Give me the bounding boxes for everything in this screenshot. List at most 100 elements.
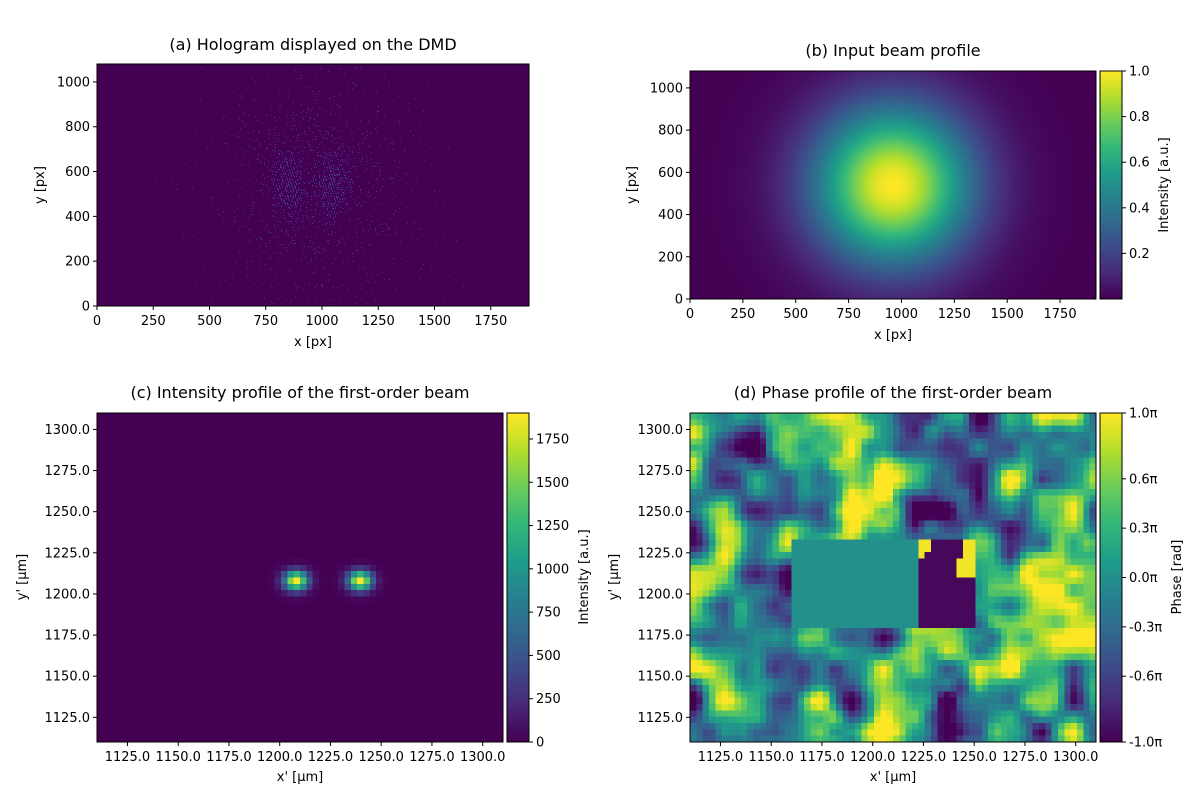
y-tick-label: 0.3π xyxy=(1129,522,1158,537)
y-tick-label: 0 xyxy=(675,293,683,308)
x-tick-label: 750 xyxy=(836,307,861,322)
y-tick-label: 500 xyxy=(536,649,561,664)
y-tick-label: 1225.0 xyxy=(45,546,91,561)
x-tick-label: 1175.0 xyxy=(206,750,252,765)
panel-d-plot-area xyxy=(689,412,1097,743)
y-tick-label: -0.6π xyxy=(1129,670,1162,685)
y-tick-label: 0 xyxy=(82,300,90,315)
panel-a-y-ticks: 0 200 400 600 800 1000 xyxy=(57,75,97,315)
panel-a-x-ticks: 0 250 500 750 1000 1250 1500 1750 xyxy=(93,306,507,329)
x-tick-label: 1150.0 xyxy=(155,750,201,765)
y-tick-label: 200 xyxy=(658,250,683,265)
y-tick-label: 1125.0 xyxy=(638,711,684,726)
panel-b-y-label: y [px] xyxy=(625,166,640,204)
x-tick-label: 1225.0 xyxy=(308,750,354,765)
first-order-intensity-image-frame xyxy=(96,412,504,743)
x-tick-label: 0 xyxy=(93,314,101,329)
panel-a-title: (a) Hologram displayed on the DMD xyxy=(169,35,456,54)
intensity-colorbar-b-frame xyxy=(1099,70,1123,300)
y-tick-label: 1000 xyxy=(57,75,90,90)
x-tick-label: 0 xyxy=(686,307,694,322)
panel-c-colorbar: 0 250 500 750 1000 1250 1500 1750 xyxy=(506,412,569,751)
y-tick-label: 1225.0 xyxy=(638,546,684,561)
x-tick-label: 1300.0 xyxy=(1053,750,1099,765)
x-tick-label: 1250.0 xyxy=(951,750,997,765)
first-order-phase-image xyxy=(690,413,1096,742)
input-beam-image-frame xyxy=(689,70,1097,300)
input-beam-image xyxy=(690,71,1096,299)
x-tick-label: 250 xyxy=(141,314,166,329)
y-tick-label: 1175.0 xyxy=(638,629,684,644)
x-tick-label: 750 xyxy=(253,314,278,329)
x-tick-label: 500 xyxy=(783,307,808,322)
panel-d-colorbar-label: Phase [rad] xyxy=(1170,540,1185,615)
x-tick-label: 1250 xyxy=(362,314,395,329)
panel-b-y-ticks: 0 200 400 600 800 1000 xyxy=(650,81,690,308)
y-tick-label: 1300.0 xyxy=(45,423,91,438)
y-tick-label: 1275.0 xyxy=(45,464,91,479)
panel-b-x-label: x [px] xyxy=(874,328,912,343)
intensity-colorbar-b xyxy=(1100,71,1122,299)
y-tick-label: 0 xyxy=(536,736,544,751)
y-tick-label: 1.0 xyxy=(1129,65,1150,80)
panel-b-x-ticks: 0 250 500 750 1000 1250 1500 1750 xyxy=(686,299,1077,322)
x-tick-label: 1175.0 xyxy=(799,750,845,765)
x-tick-label: 1000 xyxy=(885,307,918,322)
panel-a-y-label: y [px] xyxy=(33,166,48,204)
y-tick-label: 1250 xyxy=(536,519,569,534)
x-tick-label: 1750 xyxy=(1044,307,1077,322)
y-tick-label: 1750 xyxy=(536,432,569,447)
x-tick-label: 1225.0 xyxy=(901,750,947,765)
panel-c-y-label: y' [µm] xyxy=(15,554,30,600)
y-tick-label: 1275.0 xyxy=(638,464,684,479)
x-tick-label: 1275.0 xyxy=(1002,750,1048,765)
y-tick-label: -1.0π xyxy=(1129,736,1162,751)
x-tick-label: 1250 xyxy=(938,307,971,322)
panel-c-x-ticks: 1125.0 1150.0 1175.0 1200.0 1225.0 1250.0 1275… xyxy=(105,742,505,765)
y-tick-label: 1500 xyxy=(536,476,569,491)
panel-b-colorbar-label: Intensity [a.u.] xyxy=(1157,137,1172,232)
y-tick-label: 1150.0 xyxy=(45,670,91,685)
intensity-colorbar-c-frame xyxy=(506,412,530,743)
panel-b-title: (b) Input beam profile xyxy=(805,41,980,60)
panel-d-colorbar: -1.0π -0.6π -0.3π 0.0π 0.3π 0.6π 1.0π xyxy=(1099,406,1162,751)
x-tick-label: 1150.0 xyxy=(748,750,794,765)
x-tick-label: 1125.0 xyxy=(698,750,744,765)
y-tick-label: 800 xyxy=(65,120,90,135)
y-tick-label: 0.2 xyxy=(1129,247,1150,262)
panel-b-plot-area xyxy=(689,70,1097,300)
x-tick-label: 1200.0 xyxy=(850,750,896,765)
y-tick-label: 1200.0 xyxy=(45,587,91,602)
x-tick-label: 1500 xyxy=(418,314,451,329)
x-tick-label: 1000 xyxy=(305,314,338,329)
phase-colorbar xyxy=(1100,413,1122,742)
panel-c-title: (c) Intensity profile of the first-order… xyxy=(130,383,469,402)
y-tick-label: 200 xyxy=(65,255,90,270)
y-tick-label: -0.3π xyxy=(1129,620,1162,635)
panel-a: (a) Hologram displayed on the DMD 0 250 50… xyxy=(33,35,530,350)
y-tick-label: 750 xyxy=(536,606,561,621)
x-tick-label: 250 xyxy=(730,307,755,322)
intensity-colorbar-c xyxy=(507,413,529,742)
y-tick-label: 1000 xyxy=(536,562,569,577)
y-tick-label: 250 xyxy=(536,692,561,707)
panel-a-plot-area xyxy=(96,63,530,307)
y-tick-label: 0.6π xyxy=(1129,472,1158,487)
y-tick-label: 1.0π xyxy=(1129,406,1158,421)
y-tick-label: 600 xyxy=(658,166,683,181)
panel-d-x-ticks: 1125.0 1150.0 1175.0 1200.0 1225.0 1250.0 1275… xyxy=(698,742,1099,765)
panel-d: (d) Phase profile of the first-order bea… xyxy=(607,383,1185,785)
y-tick-label: 1200.0 xyxy=(638,587,684,602)
panel-d-title: (d) Phase profile of the first-order bea… xyxy=(734,383,1053,402)
panel-c-colorbar-label: Intensity [a.u.] xyxy=(577,529,592,624)
y-tick-label: 0.0π xyxy=(1129,571,1158,586)
y-tick-label: 1125.0 xyxy=(45,711,91,726)
y-tick-label: 0.8 xyxy=(1129,110,1150,125)
y-tick-label: 1250.0 xyxy=(45,505,91,520)
panel-d-y-label: y' [µm] xyxy=(607,554,622,600)
y-tick-label: 1175.0 xyxy=(45,629,91,644)
x-tick-label: 1250.0 xyxy=(358,750,404,765)
first-order-intensity-image xyxy=(97,413,503,742)
y-tick-label: 1300.0 xyxy=(638,423,684,438)
